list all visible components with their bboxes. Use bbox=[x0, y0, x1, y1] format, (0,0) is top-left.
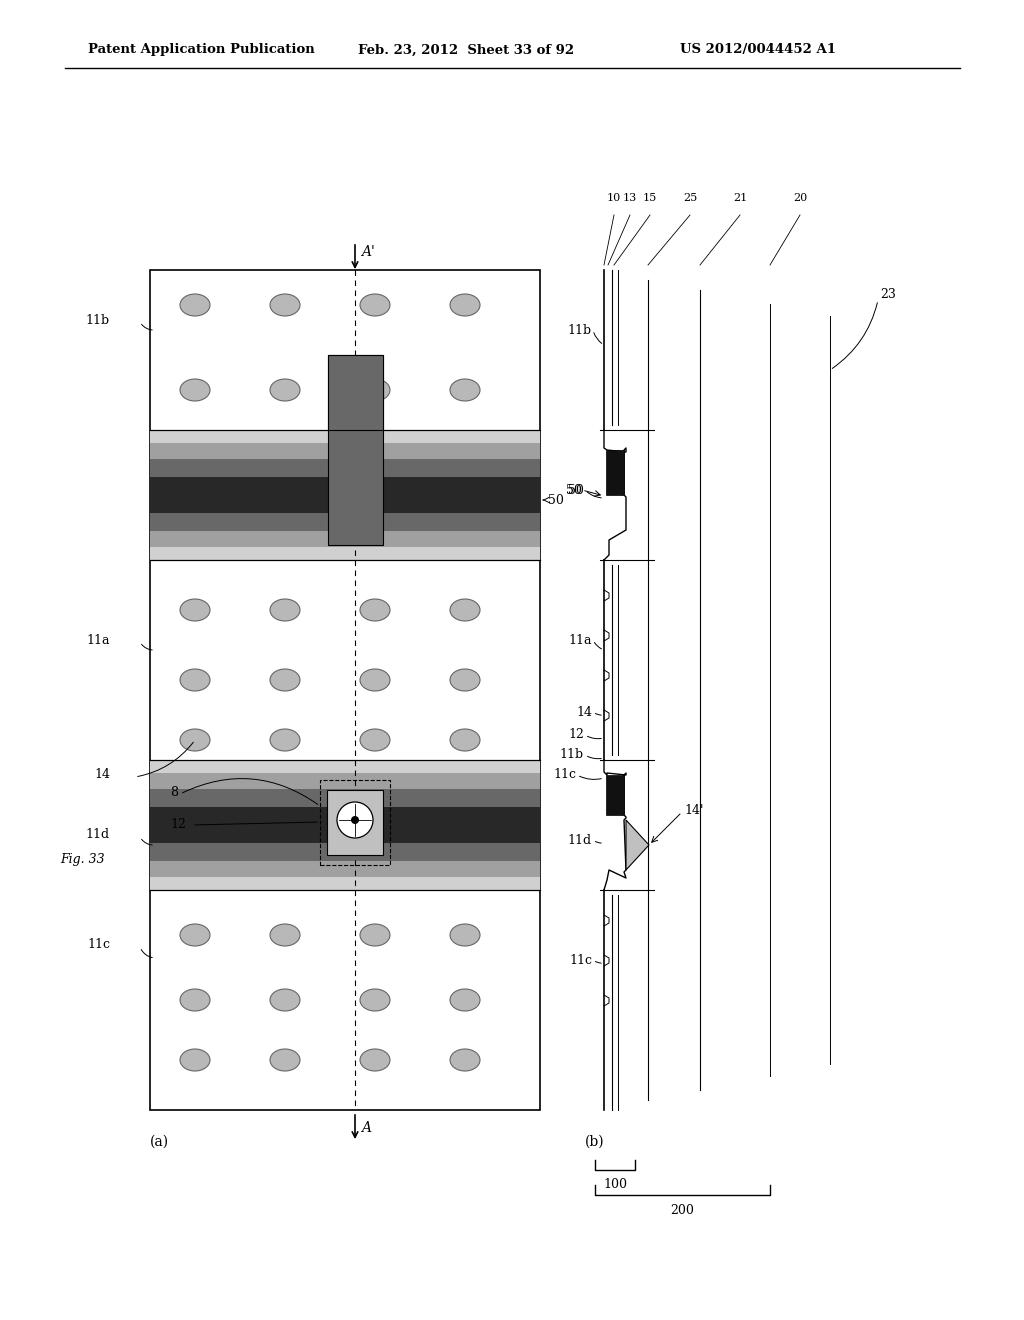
Ellipse shape bbox=[180, 294, 210, 315]
Bar bbox=[319, 780, 390, 865]
Bar bbox=[150, 532, 540, 546]
Bar bbox=[150, 843, 540, 862]
Ellipse shape bbox=[180, 989, 210, 1011]
Bar bbox=[150, 862, 540, 876]
Text: Feb. 23, 2012  Sheet 33 of 92: Feb. 23, 2012 Sheet 33 of 92 bbox=[358, 44, 574, 57]
Bar bbox=[328, 355, 383, 545]
Text: 15: 15 bbox=[643, 193, 657, 203]
Text: 12: 12 bbox=[568, 729, 584, 742]
Text: 13: 13 bbox=[623, 193, 637, 203]
Circle shape bbox=[337, 803, 373, 838]
Text: Patent Application Publication: Patent Application Publication bbox=[88, 44, 314, 57]
Text: 11a: 11a bbox=[86, 634, 110, 647]
Text: 20: 20 bbox=[793, 193, 807, 203]
Text: 14: 14 bbox=[575, 705, 592, 718]
Text: 11c: 11c bbox=[569, 953, 592, 966]
Ellipse shape bbox=[360, 924, 390, 946]
Ellipse shape bbox=[360, 669, 390, 690]
Text: 23: 23 bbox=[880, 289, 896, 301]
Ellipse shape bbox=[180, 599, 210, 620]
Bar bbox=[150, 774, 540, 788]
Bar bbox=[150, 271, 540, 1110]
Text: 11d: 11d bbox=[568, 833, 592, 846]
Bar bbox=[327, 789, 383, 855]
Bar bbox=[150, 788, 540, 807]
Ellipse shape bbox=[180, 379, 210, 401]
Bar bbox=[606, 775, 624, 814]
Circle shape bbox=[351, 816, 359, 824]
Ellipse shape bbox=[450, 989, 480, 1011]
Ellipse shape bbox=[270, 599, 300, 620]
Bar bbox=[606, 450, 624, 495]
Text: A': A' bbox=[361, 246, 375, 259]
Text: (a): (a) bbox=[150, 1135, 169, 1148]
Ellipse shape bbox=[450, 1049, 480, 1071]
Bar bbox=[150, 444, 540, 458]
Bar bbox=[150, 807, 540, 843]
Ellipse shape bbox=[270, 1049, 300, 1071]
Text: A: A bbox=[361, 1121, 371, 1135]
Bar bbox=[150, 876, 540, 890]
Text: 50: 50 bbox=[548, 494, 564, 507]
Ellipse shape bbox=[180, 729, 210, 751]
Text: 25: 25 bbox=[683, 193, 697, 203]
Ellipse shape bbox=[450, 924, 480, 946]
Text: 11d: 11d bbox=[86, 829, 110, 842]
Bar bbox=[150, 458, 540, 477]
Ellipse shape bbox=[270, 294, 300, 315]
Ellipse shape bbox=[270, 989, 300, 1011]
Text: 100: 100 bbox=[603, 1179, 627, 1192]
Text: 10: 10 bbox=[607, 193, 622, 203]
Text: 50: 50 bbox=[566, 483, 582, 496]
Bar bbox=[328, 355, 383, 430]
Ellipse shape bbox=[180, 924, 210, 946]
Ellipse shape bbox=[360, 1049, 390, 1071]
Text: 200: 200 bbox=[671, 1204, 694, 1217]
Ellipse shape bbox=[360, 294, 390, 315]
Text: 11c: 11c bbox=[87, 939, 110, 952]
Ellipse shape bbox=[180, 1049, 210, 1071]
Ellipse shape bbox=[360, 729, 390, 751]
Bar bbox=[150, 513, 540, 532]
Ellipse shape bbox=[450, 294, 480, 315]
Text: 11c: 11c bbox=[553, 768, 575, 781]
Ellipse shape bbox=[360, 599, 390, 620]
Text: 11b: 11b bbox=[560, 748, 584, 762]
Text: 14: 14 bbox=[94, 768, 110, 781]
Text: US 2012/0044452 A1: US 2012/0044452 A1 bbox=[680, 44, 836, 57]
Text: 12: 12 bbox=[170, 818, 186, 832]
Bar bbox=[150, 546, 540, 560]
Ellipse shape bbox=[360, 989, 390, 1011]
Text: 14': 14' bbox=[684, 804, 703, 817]
Text: 8: 8 bbox=[170, 785, 178, 799]
Bar bbox=[150, 760, 540, 774]
Ellipse shape bbox=[180, 669, 210, 690]
Polygon shape bbox=[626, 820, 649, 870]
Text: 11b: 11b bbox=[568, 323, 592, 337]
Ellipse shape bbox=[270, 924, 300, 946]
Ellipse shape bbox=[270, 379, 300, 401]
Text: (b): (b) bbox=[585, 1135, 604, 1148]
Bar bbox=[150, 477, 540, 513]
Ellipse shape bbox=[450, 599, 480, 620]
Text: 21: 21 bbox=[733, 193, 748, 203]
Ellipse shape bbox=[270, 729, 300, 751]
Ellipse shape bbox=[450, 669, 480, 690]
Ellipse shape bbox=[360, 379, 390, 401]
Text: 50: 50 bbox=[568, 483, 584, 496]
Text: 11a: 11a bbox=[568, 634, 592, 647]
Text: Fig. 33: Fig. 33 bbox=[60, 854, 104, 866]
Bar bbox=[150, 430, 540, 444]
Ellipse shape bbox=[270, 669, 300, 690]
Text: 11b: 11b bbox=[86, 314, 110, 326]
Ellipse shape bbox=[450, 729, 480, 751]
Ellipse shape bbox=[450, 379, 480, 401]
